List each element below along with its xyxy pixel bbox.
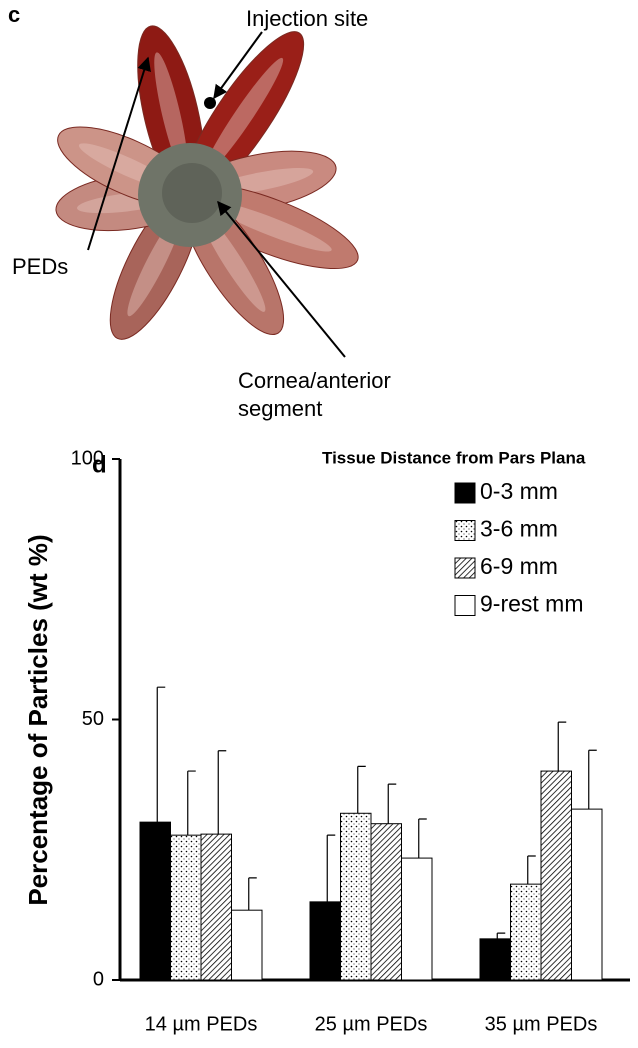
bar bbox=[401, 857, 433, 981]
annotation: Injection site bbox=[246, 6, 368, 31]
error-bar bbox=[496, 932, 506, 939]
cornea-center bbox=[162, 163, 222, 223]
error-bar bbox=[527, 855, 536, 885]
x-tick-label: 25 µm PEDs bbox=[315, 1013, 428, 1035]
petal-highlight bbox=[154, 52, 188, 175]
legend-label: 6-9 mm bbox=[480, 553, 558, 579]
bar bbox=[309, 901, 341, 981]
petal-highlight bbox=[202, 57, 284, 176]
legend-swatch bbox=[454, 482, 476, 504]
bar bbox=[540, 770, 572, 981]
legend-swatch bbox=[454, 595, 476, 616]
error-bar bbox=[187, 770, 196, 836]
annotation: Cornea/anterior bbox=[238, 368, 391, 393]
arrow bbox=[213, 31, 263, 100]
y-tick-label: 50 bbox=[82, 708, 104, 730]
annotation: PEDs bbox=[12, 254, 68, 279]
legend-swatch bbox=[454, 520, 476, 541]
bar bbox=[231, 909, 263, 981]
annotation: segment bbox=[238, 396, 322, 421]
bar bbox=[510, 883, 542, 981]
error-bar bbox=[387, 783, 397, 824]
x-tick-label: 35 µm PEDs bbox=[485, 1013, 598, 1035]
error-bar bbox=[217, 750, 227, 835]
petal-highlight bbox=[210, 201, 332, 252]
error-bar bbox=[557, 721, 567, 772]
bar bbox=[479, 938, 511, 981]
y-axis-label: Percentage of Particles (wt %) bbox=[23, 534, 53, 905]
bar bbox=[170, 834, 202, 981]
bar bbox=[571, 808, 603, 981]
x-tick-label: 14 µm PEDs bbox=[145, 1013, 258, 1035]
arrow bbox=[87, 56, 151, 251]
injection-dot bbox=[204, 97, 216, 109]
bar bbox=[200, 833, 232, 981]
bar bbox=[370, 823, 402, 981]
panel-label: d bbox=[92, 451, 107, 478]
legend-swatch bbox=[454, 557, 476, 579]
error-bar bbox=[357, 765, 366, 814]
bar bbox=[139, 821, 171, 981]
bar bbox=[340, 812, 372, 981]
y-tick-label: 0 bbox=[93, 968, 104, 990]
error-bar bbox=[156, 686, 166, 823]
legend-label: 9-rest mm bbox=[480, 591, 584, 617]
panel-label: c bbox=[8, 2, 20, 27]
arrow bbox=[217, 200, 346, 358]
error-bar bbox=[418, 818, 427, 859]
legend-title: Tissue Distance from Pars Plana bbox=[322, 448, 586, 467]
error-bar bbox=[326, 834, 336, 902]
error-bar bbox=[248, 877, 257, 911]
bar-chart: 0 50 100 14 µm PEDs 25 µm PEDs 35 µm PEDs 0-3 … bbox=[71, 447, 630, 1035]
legend-label: 0-3 mm bbox=[480, 478, 558, 504]
legend-label: 3-6 mm bbox=[480, 516, 558, 542]
y-tick-label: 100 bbox=[71, 447, 104, 469]
error-bar bbox=[588, 749, 597, 810]
